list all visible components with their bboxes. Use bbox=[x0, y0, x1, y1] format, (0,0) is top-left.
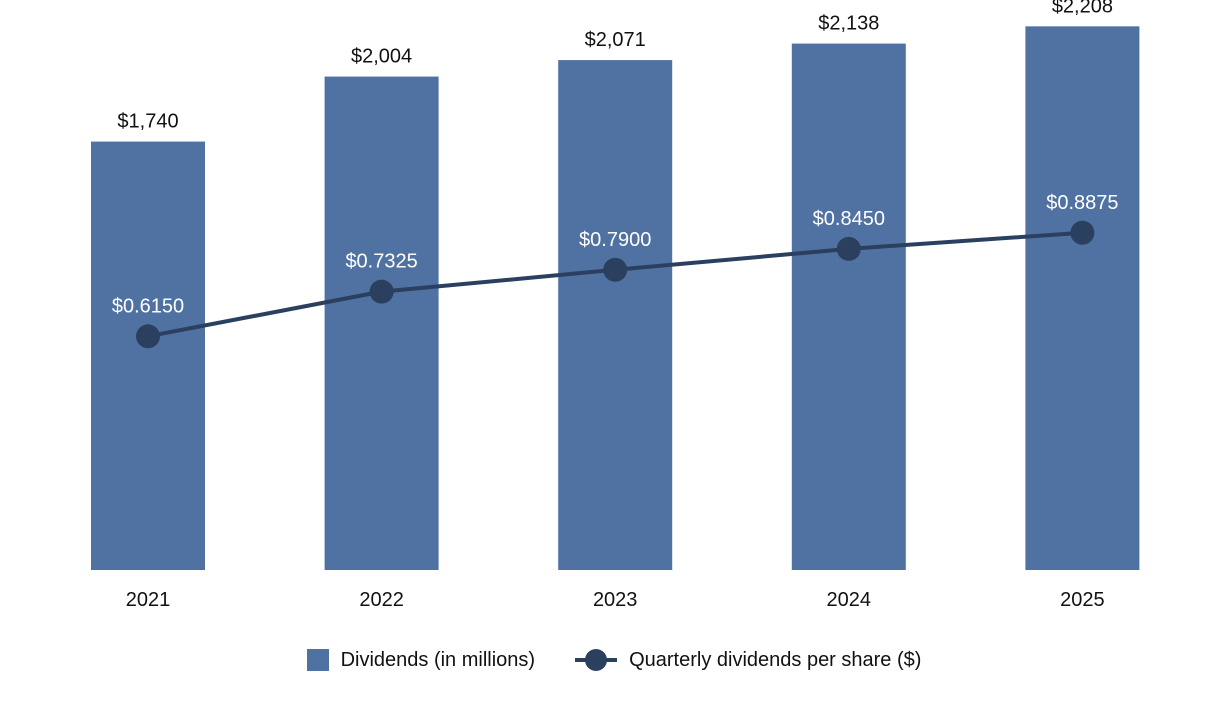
dps-value-label-2023: $0.7900 bbox=[579, 229, 651, 251]
x-axis-ticks: 2021 2022 2023 2024 2025 bbox=[126, 589, 1105, 611]
legend-item-dps: Quarterly dividends per share ($) bbox=[575, 648, 921, 672]
bar-value-label-2023: $2,071 bbox=[585, 29, 646, 51]
legend-bar-swatch bbox=[306, 649, 329, 671]
bar-value-label-2021: $1,740 bbox=[117, 111, 178, 133]
dps-point-2025 bbox=[1070, 220, 1095, 245]
bar-2021 bbox=[91, 141, 205, 571]
bar-2022 bbox=[324, 76, 439, 570]
x-tick-label-2024: 2024 bbox=[827, 589, 872, 611]
legend-label-dividends: Dividends (in millions) bbox=[340, 648, 536, 671]
dps-value-label-2025: $0.8875 bbox=[1046, 192, 1118, 214]
bar-value-label-2024: $2,138 bbox=[818, 13, 879, 35]
bar-labels-layer: $1,740 $2,004 $2,071 $2,138 $2,208 bbox=[117, 0, 1113, 133]
x-tick-label-2023: 2023 bbox=[593, 589, 638, 611]
dps-value-label-2024: $0.8450 bbox=[813, 208, 885, 230]
legend: Dividends (in millions) Quarterly divide… bbox=[0, 640, 1228, 680]
dps-point-2023 bbox=[603, 257, 628, 282]
legend-item-dividends: Dividends (in millions) bbox=[306, 648, 536, 672]
dividends-chart: $1,740$2,004$2,071$2,138$2,208 $0.6150$0… bbox=[91, 0, 1140, 611]
legend-line-marker-icon bbox=[575, 649, 618, 671]
x-tick-label-2021: 2021 bbox=[126, 589, 171, 611]
line-layer bbox=[136, 220, 1095, 349]
legend-label-dps: Quarterly dividends per share ($) bbox=[629, 648, 922, 671]
bar-2025 bbox=[1025, 26, 1140, 570]
bars-layer bbox=[91, 26, 1140, 571]
point-labels-layer: $0.6150 $0.7325 $0.7900 $0.8450 $0.8875 bbox=[112, 192, 1119, 318]
dps-point-2021 bbox=[136, 324, 160, 349]
bar-value-label-2025: $2,208 bbox=[1052, 0, 1113, 17]
dps-value-label-2021: $0.6150 bbox=[112, 295, 184, 317]
dps-point-2022 bbox=[369, 279, 394, 304]
bar-2023 bbox=[558, 60, 673, 570]
bar-value-label-2022: $2,004 bbox=[351, 46, 412, 68]
x-tick-label-2025: 2025 bbox=[1060, 589, 1105, 611]
dps-value-label-2022: $0.7325 bbox=[345, 251, 417, 273]
dps-point-2024 bbox=[836, 236, 861, 261]
bar-2024 bbox=[791, 43, 906, 570]
x-tick-label-2022: 2022 bbox=[359, 589, 404, 611]
